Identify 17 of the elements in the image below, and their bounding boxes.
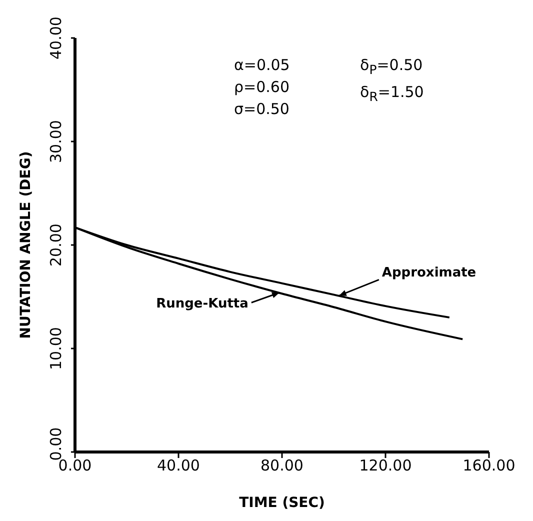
y-axis-title: NUTATION ANGLE (DEG) — [18, 151, 34, 339]
x-tick-label: 80.00 — [260, 456, 304, 475]
y-tick-label: 40.00 — [47, 16, 65, 60]
x-tick-label: 120.00 — [359, 456, 412, 475]
x-tick-label: 40.00 — [157, 456, 200, 475]
annotation: δ$_{R}$=1.50 — [360, 82, 424, 106]
annotation: Runge-Kutta — [156, 296, 248, 312]
annotation: Approximate — [382, 266, 476, 281]
y-tick-label: 30.00 — [47, 120, 65, 163]
annotation: α=0.05 — [234, 55, 290, 76]
x-axis-title: TIME (SEC) — [239, 495, 325, 511]
annotation: ρ=0.60 — [234, 77, 290, 98]
y-tick-label: 10.00 — [47, 327, 65, 370]
x-tick-label: 160.00 — [462, 456, 516, 475]
annotation: σ=0.50 — [234, 99, 290, 120]
annotation: δ$_{P}$=0.50 — [360, 55, 424, 79]
y-tick-label: 20.00 — [47, 224, 65, 266]
